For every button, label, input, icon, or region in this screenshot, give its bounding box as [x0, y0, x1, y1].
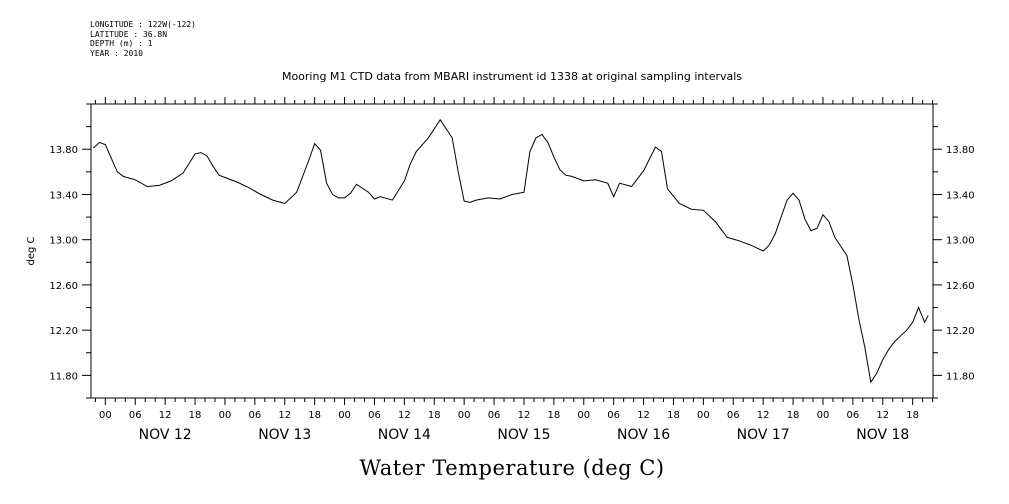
x-hour-tick-label: 06	[368, 410, 381, 421]
x-hour-tick-label: 18	[308, 410, 321, 421]
x-hour-tick-label: 00	[458, 410, 471, 421]
latitude-label: LATITUDE : 36.8N	[90, 29, 168, 39]
metadata-block: LONGITUDE : 122W(-122) LATITUDE : 36.8N …	[90, 20, 196, 58]
x-hour-tick-label: 06	[248, 410, 261, 421]
year-label: YEAR : 2010	[90, 48, 143, 58]
x-hour-tick-label: 06	[488, 410, 501, 421]
x-day-label: NOV 18	[856, 427, 909, 443]
series-line-water-temperature	[93, 118, 929, 384]
y-right-tick-label: 13.40	[946, 190, 975, 201]
x-day-label: NOV 14	[378, 427, 431, 443]
x-day-label: NOV 12	[139, 427, 192, 443]
depth-label: DEPTH (m) : 1	[90, 39, 153, 48]
y-left-tick-label: 13.80	[49, 145, 78, 156]
x-hour-tick-label: 12	[159, 410, 172, 421]
plot-frame	[90, 103, 934, 399]
longitude-label: LONGITUDE : 122W(-122)	[90, 20, 196, 29]
chart-footer-label: Water Temperature (deg C)	[359, 456, 664, 480]
x-hour-tick-label: 18	[547, 410, 560, 421]
x-hour-tick-label: 12	[757, 410, 770, 421]
x-hour-tick-label: 00	[219, 410, 232, 421]
x-hour-tick-label: 06	[846, 410, 859, 421]
y-right-tick-label: 13.00	[946, 236, 975, 247]
x-hour-tick-label: 18	[787, 410, 800, 421]
x-hour-tick-label: 00	[697, 410, 710, 421]
x-hour-tick-label: 12	[398, 410, 411, 421]
x-day-label: NOV 17	[737, 427, 790, 443]
x-hour-tick-label: 00	[817, 410, 830, 421]
y-axis-label: deg C	[26, 236, 37, 265]
x-hour-tick-label: 00	[99, 410, 112, 421]
x-hour-tick-label: 18	[667, 410, 680, 421]
y-left-tick-label: 13.00	[49, 236, 78, 247]
y-right-tick-label: 12.20	[946, 326, 975, 337]
y-left-tick-label: 11.80	[49, 371, 78, 382]
x-hour-tick-label: 06	[607, 410, 620, 421]
x-hour-tick-label: 06	[727, 410, 740, 421]
x-hour-tick-label: 18	[906, 410, 919, 421]
chart-title: Mooring M1 CTD data from MBARI instrumen…	[282, 70, 742, 83]
y-right-tick-label: 11.80	[946, 371, 975, 382]
x-hour-tick-label: 18	[428, 410, 441, 421]
x-hour-tick-label: 12	[876, 410, 889, 421]
x-hour-tick-label: 12	[518, 410, 531, 421]
x-hour-tick-label: 00	[577, 410, 590, 421]
x-hour-tick-label: 12	[278, 410, 291, 421]
y-left-tick-label: 13.40	[49, 190, 78, 201]
y-right-tick-label: 12.60	[946, 281, 975, 292]
x-hour-tick-label: 06	[129, 410, 142, 421]
x-hour-tick-label: 18	[189, 410, 202, 421]
axis-layer: 00 06 12 18 00 06 12 18 00 06 12 18 00 06 12 18 00 06 12 18…	[49, 97, 975, 443]
x-day-label: NOV 15	[497, 427, 550, 443]
x-day-label: NOV 13	[258, 427, 311, 443]
x-hour-tick-label: 00	[338, 410, 351, 421]
x-day-label: NOV 16	[617, 427, 670, 443]
x-hour-tick-label: 12	[637, 410, 650, 421]
y-left-tick-label: 12.60	[49, 281, 78, 292]
y-left-tick-label: 12.20	[49, 326, 78, 337]
y-right-tick-label: 13.80	[946, 145, 975, 156]
